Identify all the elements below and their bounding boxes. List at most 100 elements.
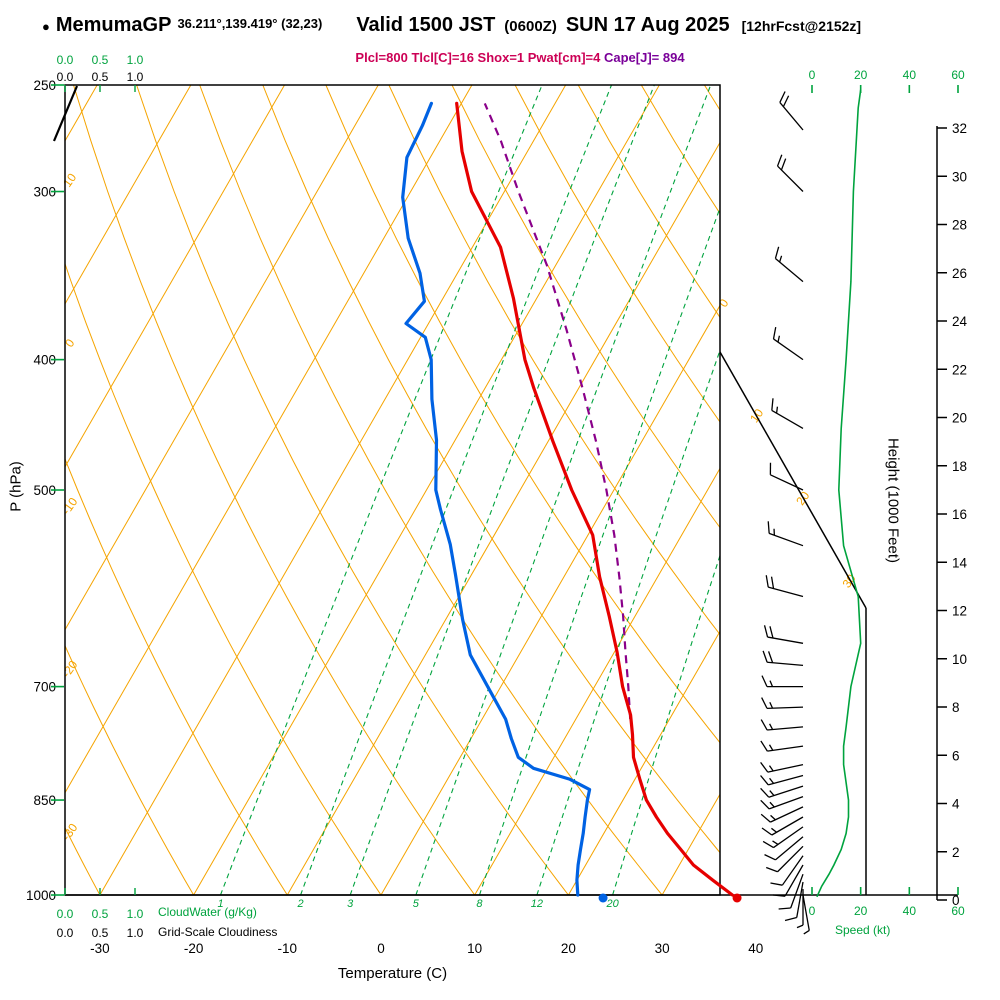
dry-adiabats xyxy=(65,85,720,895)
wind-barbs xyxy=(760,91,810,935)
pressure-axis-title: P (hPa) xyxy=(7,461,25,512)
wind-barb xyxy=(802,894,810,935)
svg-text:1: 1 xyxy=(217,898,223,910)
svg-text:0.5: 0.5 xyxy=(92,907,109,921)
wind-barb xyxy=(774,246,804,283)
svg-text:6: 6 xyxy=(952,748,960,763)
valid-date: SUN 17 Aug 2025 xyxy=(565,14,730,36)
svg-text:40: 40 xyxy=(903,904,917,918)
svg-text:1.0: 1.0 xyxy=(127,70,144,84)
height-axis-title: Height (1000 Feet) xyxy=(884,437,902,564)
forecast-info: [12hrFcst@2152z] xyxy=(741,18,862,34)
svg-text:40: 40 xyxy=(903,68,917,82)
surface-temp-dot xyxy=(732,893,742,903)
sounding-parameters: Plcl=800 Tlcl[C]=16 Shox=1 Pwat[cm]=4 Ca… xyxy=(240,50,800,65)
svg-text:18: 18 xyxy=(952,459,967,474)
stability-params: Plcl=800 Tlcl[C]=16 Shox=1 Pwat[cm]=4 xyxy=(355,50,601,65)
svg-text:20: 20 xyxy=(854,904,868,918)
wind-barb xyxy=(770,855,804,886)
svg-text:16: 16 xyxy=(952,507,967,522)
valid-time: Valid 1500 JST xyxy=(356,14,496,36)
svg-text:32: 32 xyxy=(952,121,967,136)
frame xyxy=(52,84,958,896)
svg-text:0.5: 0.5 xyxy=(92,53,109,67)
wind-barb xyxy=(772,326,804,361)
parcel-curve xyxy=(483,102,632,720)
svg-text:8: 8 xyxy=(476,898,483,910)
svg-text:1.0: 1.0 xyxy=(127,907,144,921)
station-bullet-icon: ● xyxy=(42,19,50,34)
svg-text:0: 0 xyxy=(377,941,385,956)
svg-text:26: 26 xyxy=(952,266,967,281)
isotherms xyxy=(65,85,720,895)
svg-text:12: 12 xyxy=(531,898,543,910)
svg-text:60: 60 xyxy=(951,68,965,82)
wind-barb xyxy=(760,806,804,823)
wind-barb xyxy=(772,864,804,897)
wind-barb xyxy=(761,816,804,836)
speed-curve xyxy=(816,89,862,898)
wind-barb xyxy=(760,761,804,773)
svg-text:700: 700 xyxy=(33,680,56,695)
svg-text:5: 5 xyxy=(413,898,420,910)
wind-barb xyxy=(784,881,804,922)
pressure-axis: 250 300 400 500 700 850 1000 xyxy=(26,78,64,903)
wind-barb xyxy=(760,740,804,752)
svg-text:0.0: 0.0 xyxy=(57,926,74,940)
wind-barb xyxy=(760,785,804,798)
svg-text:0: 0 xyxy=(809,68,816,82)
skewt-grid xyxy=(65,85,720,895)
svg-text:0.5: 0.5 xyxy=(92,926,109,940)
svg-text:22: 22 xyxy=(952,362,967,377)
surface-dewpoint-dot xyxy=(598,893,608,903)
wind-barb xyxy=(766,845,804,873)
svg-text:10: 10 xyxy=(467,941,482,956)
svg-text:28: 28 xyxy=(952,218,967,233)
wind-barb xyxy=(765,575,804,598)
wind-barb xyxy=(771,398,804,429)
svg-text:10: 10 xyxy=(60,170,79,189)
svg-text:1.0: 1.0 xyxy=(127,53,144,67)
wind-barb xyxy=(767,521,804,547)
svg-text:30: 30 xyxy=(655,941,670,956)
svg-text:20: 20 xyxy=(952,411,967,426)
temperature-curve xyxy=(455,101,735,897)
wind-barb xyxy=(760,719,804,731)
wind-barb xyxy=(762,650,804,667)
svg-text:-10: -10 xyxy=(59,495,81,518)
svg-text:40: 40 xyxy=(748,941,763,956)
svg-text:20: 20 xyxy=(561,941,576,956)
wind-barb xyxy=(760,795,804,810)
svg-text:0.0: 0.0 xyxy=(57,53,74,67)
svg-text:2: 2 xyxy=(952,845,960,860)
svg-text:250: 250 xyxy=(33,78,56,93)
svg-text:60: 60 xyxy=(951,904,965,918)
svg-text:30: 30 xyxy=(952,169,967,184)
svg-text:1000: 1000 xyxy=(26,888,56,903)
svg-text:14: 14 xyxy=(952,555,968,570)
wind-barb xyxy=(762,826,804,849)
svg-text:-30: -30 xyxy=(90,941,110,956)
station-coords: 36.211°,139.419° (32,23) xyxy=(177,16,323,31)
wind-barb xyxy=(760,774,804,786)
svg-text:20: 20 xyxy=(854,68,868,82)
svg-text:1.0: 1.0 xyxy=(127,926,144,940)
wind-barb xyxy=(764,836,804,861)
wind-barb xyxy=(776,154,804,192)
svg-text:-20: -20 xyxy=(184,941,204,956)
cloudiness-legend: Grid-Scale Cloudiness xyxy=(158,925,278,939)
svg-text:-20: -20 xyxy=(59,658,81,681)
wind-barb xyxy=(761,675,803,688)
temperature-axis: -30 -20 -10 0 10 20 30 40 xyxy=(90,941,763,956)
cloudwater-legend: CloudWater (g/Kg) xyxy=(158,905,257,919)
wind-barb xyxy=(761,697,804,710)
speed-axis: 0 0 20 20 40 40 60 60 xyxy=(809,68,965,918)
svg-text:0: 0 xyxy=(809,904,816,918)
wind-barb xyxy=(763,625,804,644)
svg-text:850: 850 xyxy=(33,793,56,808)
svg-text:0.0: 0.0 xyxy=(57,70,74,84)
svg-text:400: 400 xyxy=(33,353,56,368)
svg-text:20: 20 xyxy=(606,898,620,910)
